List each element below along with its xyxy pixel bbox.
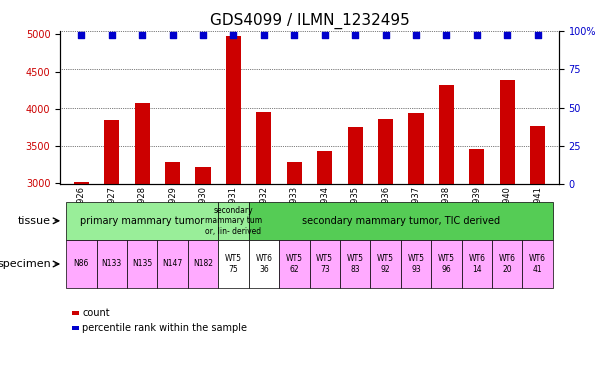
Point: [533, 32, 543, 38]
Point: [381, 32, 391, 38]
Bar: [499, 80, 515, 184]
Bar: [249, 240, 279, 288]
Text: count: count: [82, 308, 110, 318]
Title: GDS4099 / ILMN_1232495: GDS4099 / ILMN_1232495: [210, 13, 409, 29]
Text: WT5
75: WT5 75: [225, 254, 242, 274]
Bar: [310, 240, 340, 288]
Bar: [249, 202, 553, 240]
Point: [259, 32, 269, 38]
Bar: [157, 240, 188, 288]
Text: N147: N147: [162, 260, 183, 268]
Bar: [462, 240, 492, 288]
Bar: [72, 326, 79, 330]
Bar: [104, 120, 120, 184]
Point: [442, 32, 451, 38]
Text: percentile rank within the sample: percentile rank within the sample: [82, 323, 248, 333]
Bar: [218, 202, 249, 240]
Bar: [226, 36, 241, 184]
Point: [168, 32, 177, 38]
Text: secondary mammary tumor, TIC derived: secondary mammary tumor, TIC derived: [302, 216, 500, 226]
Text: WT5
83: WT5 83: [347, 254, 364, 274]
Text: secondary
mammary tum
or, lin- derived: secondary mammary tum or, lin- derived: [205, 206, 262, 236]
Text: WT5
92: WT5 92: [377, 254, 394, 274]
Bar: [530, 126, 545, 184]
Bar: [279, 240, 310, 288]
Point: [472, 32, 481, 38]
Bar: [492, 240, 522, 288]
Point: [502, 32, 512, 38]
Bar: [165, 162, 180, 184]
Bar: [378, 119, 393, 184]
Bar: [370, 240, 401, 288]
Bar: [317, 151, 332, 184]
Text: WT6
36: WT6 36: [255, 254, 272, 274]
Bar: [66, 202, 218, 240]
Text: specimen: specimen: [0, 259, 51, 269]
Bar: [74, 182, 89, 184]
Text: N133: N133: [102, 260, 122, 268]
Text: primary mammary tumor: primary mammary tumor: [80, 216, 204, 226]
Text: WT5
93: WT5 93: [407, 254, 424, 274]
Text: WT5
73: WT5 73: [316, 254, 333, 274]
Text: WT5
62: WT5 62: [286, 254, 303, 274]
Bar: [256, 112, 272, 184]
Bar: [135, 103, 150, 184]
Point: [350, 32, 360, 38]
Bar: [522, 240, 553, 288]
Bar: [401, 240, 431, 288]
Text: WT6
20: WT6 20: [499, 254, 516, 274]
Bar: [195, 167, 211, 184]
Bar: [408, 113, 424, 184]
Point: [320, 32, 329, 38]
Point: [228, 32, 238, 38]
Bar: [431, 240, 462, 288]
Bar: [439, 85, 454, 184]
Text: WT5
96: WT5 96: [438, 254, 455, 274]
Text: N86: N86: [74, 260, 89, 268]
Bar: [347, 127, 363, 184]
Text: N182: N182: [193, 260, 213, 268]
Text: WT6
14: WT6 14: [468, 254, 485, 274]
Text: tissue: tissue: [18, 216, 51, 226]
Bar: [218, 240, 249, 288]
Point: [411, 32, 421, 38]
Bar: [469, 149, 484, 184]
Bar: [97, 240, 127, 288]
Bar: [66, 240, 97, 288]
Bar: [188, 240, 218, 288]
Text: WT6
41: WT6 41: [529, 254, 546, 274]
Point: [198, 32, 208, 38]
Text: N135: N135: [132, 260, 152, 268]
Bar: [340, 240, 370, 288]
Point: [290, 32, 299, 38]
Bar: [127, 240, 157, 288]
Point: [76, 32, 86, 38]
Point: [138, 32, 147, 38]
Bar: [72, 311, 79, 315]
Bar: [287, 162, 302, 184]
Point: [107, 32, 117, 38]
